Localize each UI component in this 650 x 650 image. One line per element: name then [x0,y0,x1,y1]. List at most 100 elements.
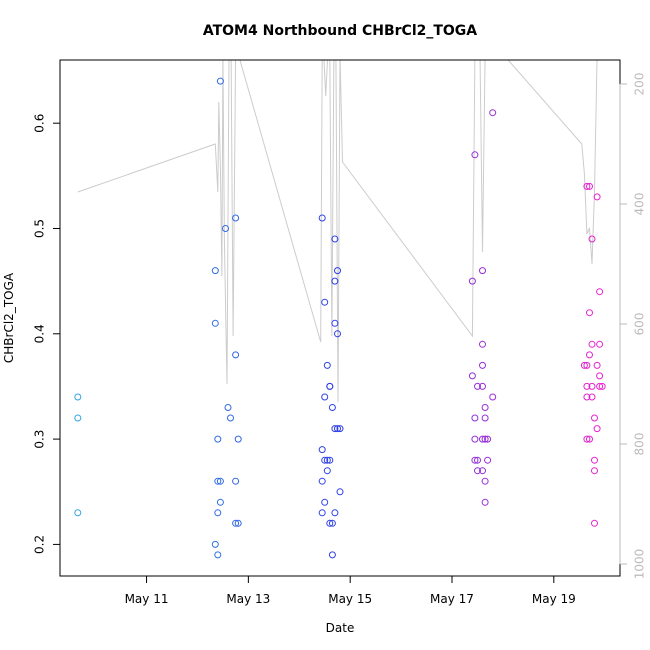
data-point [596,382,604,390]
data-point [484,435,492,443]
data-point [593,193,601,201]
x-axis: May 11 May 13 May 15 May 17 May 19 [125,575,576,606]
data-point [331,319,339,327]
data-point [323,361,331,369]
right-tick-label: 800 [633,433,647,456]
data-point [211,319,219,327]
data-point [588,393,596,401]
x-tick-label: May 13 [226,592,270,606]
data-point [74,414,82,422]
data-point [321,498,329,506]
data-point [591,519,598,527]
y-tick-label: 0.5 [33,219,47,238]
secondary-line-layer [77,60,598,403]
data-point [234,435,242,443]
data-point [489,393,497,401]
data-point [471,456,479,464]
data-point [474,456,481,464]
chart-title: ATOM4 Northbound CHBrCl2_TOGA [203,23,477,39]
data-point [232,351,240,359]
data-point [481,414,489,422]
data-point [593,361,601,369]
data-point [489,109,497,117]
y-tick-label: 0.4 [33,324,47,343]
data-point [222,225,229,232]
data-point [321,298,329,306]
data-point [471,414,479,422]
data-point [591,467,598,475]
data-point [214,509,222,517]
data-point [326,382,334,390]
data-point [591,414,598,422]
data-point [74,393,82,401]
data-point [583,361,591,369]
data-point [481,404,489,411]
data-point [586,351,593,359]
data-point [211,540,219,548]
data-point [331,509,339,517]
x-axis-label: Date [326,621,355,635]
data-point [318,214,326,222]
data-point [474,467,481,475]
data-point [484,456,492,464]
data-point [334,330,341,338]
data-point [586,309,593,317]
data-point [331,277,339,285]
data-point [471,151,479,159]
y-axis-label: CHBrCl2_TOGA [2,272,16,363]
data-point [328,519,336,527]
data-point [331,425,339,433]
data-point [336,488,344,496]
right-tick-label: 400 [633,193,647,216]
x-tick-label: May 19 [532,592,576,606]
data-point [224,404,232,411]
data-point [593,425,601,433]
data-point [586,182,593,190]
data-point [232,214,240,222]
data-point [588,340,596,348]
x-tick-label: May 11 [125,592,169,606]
data-point [596,288,604,296]
data-point [326,519,334,527]
x-tick-label: May 17 [430,592,474,606]
data-point [591,456,598,464]
right-axis: 200 400 600 800 1000 [619,73,647,580]
data-point [336,425,344,433]
data-point [321,393,329,401]
data-point [481,498,489,506]
data-point [479,267,486,275]
right-tick-label: 1000 [633,549,647,580]
data-point [328,551,336,559]
data-point [596,340,604,348]
data-point [323,467,331,475]
y-axis: 0.2 0.3 0.4 0.5 0.6 [33,114,61,554]
data-point [479,340,486,348]
data-point [586,435,593,443]
data-point [468,372,476,380]
data-point [211,267,219,275]
data-point [588,235,596,243]
data-point [479,467,486,475]
data-point [216,77,224,85]
right-tick-label: 600 [633,313,647,336]
data-point [216,477,224,485]
right-tick-label: 200 [633,73,647,96]
data-point [234,519,242,527]
data-point [214,551,222,559]
data-point [232,477,240,485]
data-point [318,446,326,454]
data-point [214,435,222,443]
data-point [468,277,476,285]
data-point [328,404,336,411]
data-point [331,235,339,243]
x-tick-label: May 15 [328,592,372,606]
y-tick-label: 0.3 [33,430,47,449]
data-point [216,498,224,506]
data-point [481,477,489,485]
data-point [583,393,591,401]
data-point [583,382,591,390]
data-point [326,456,334,464]
points-layer [74,77,606,559]
data-point [596,372,604,380]
